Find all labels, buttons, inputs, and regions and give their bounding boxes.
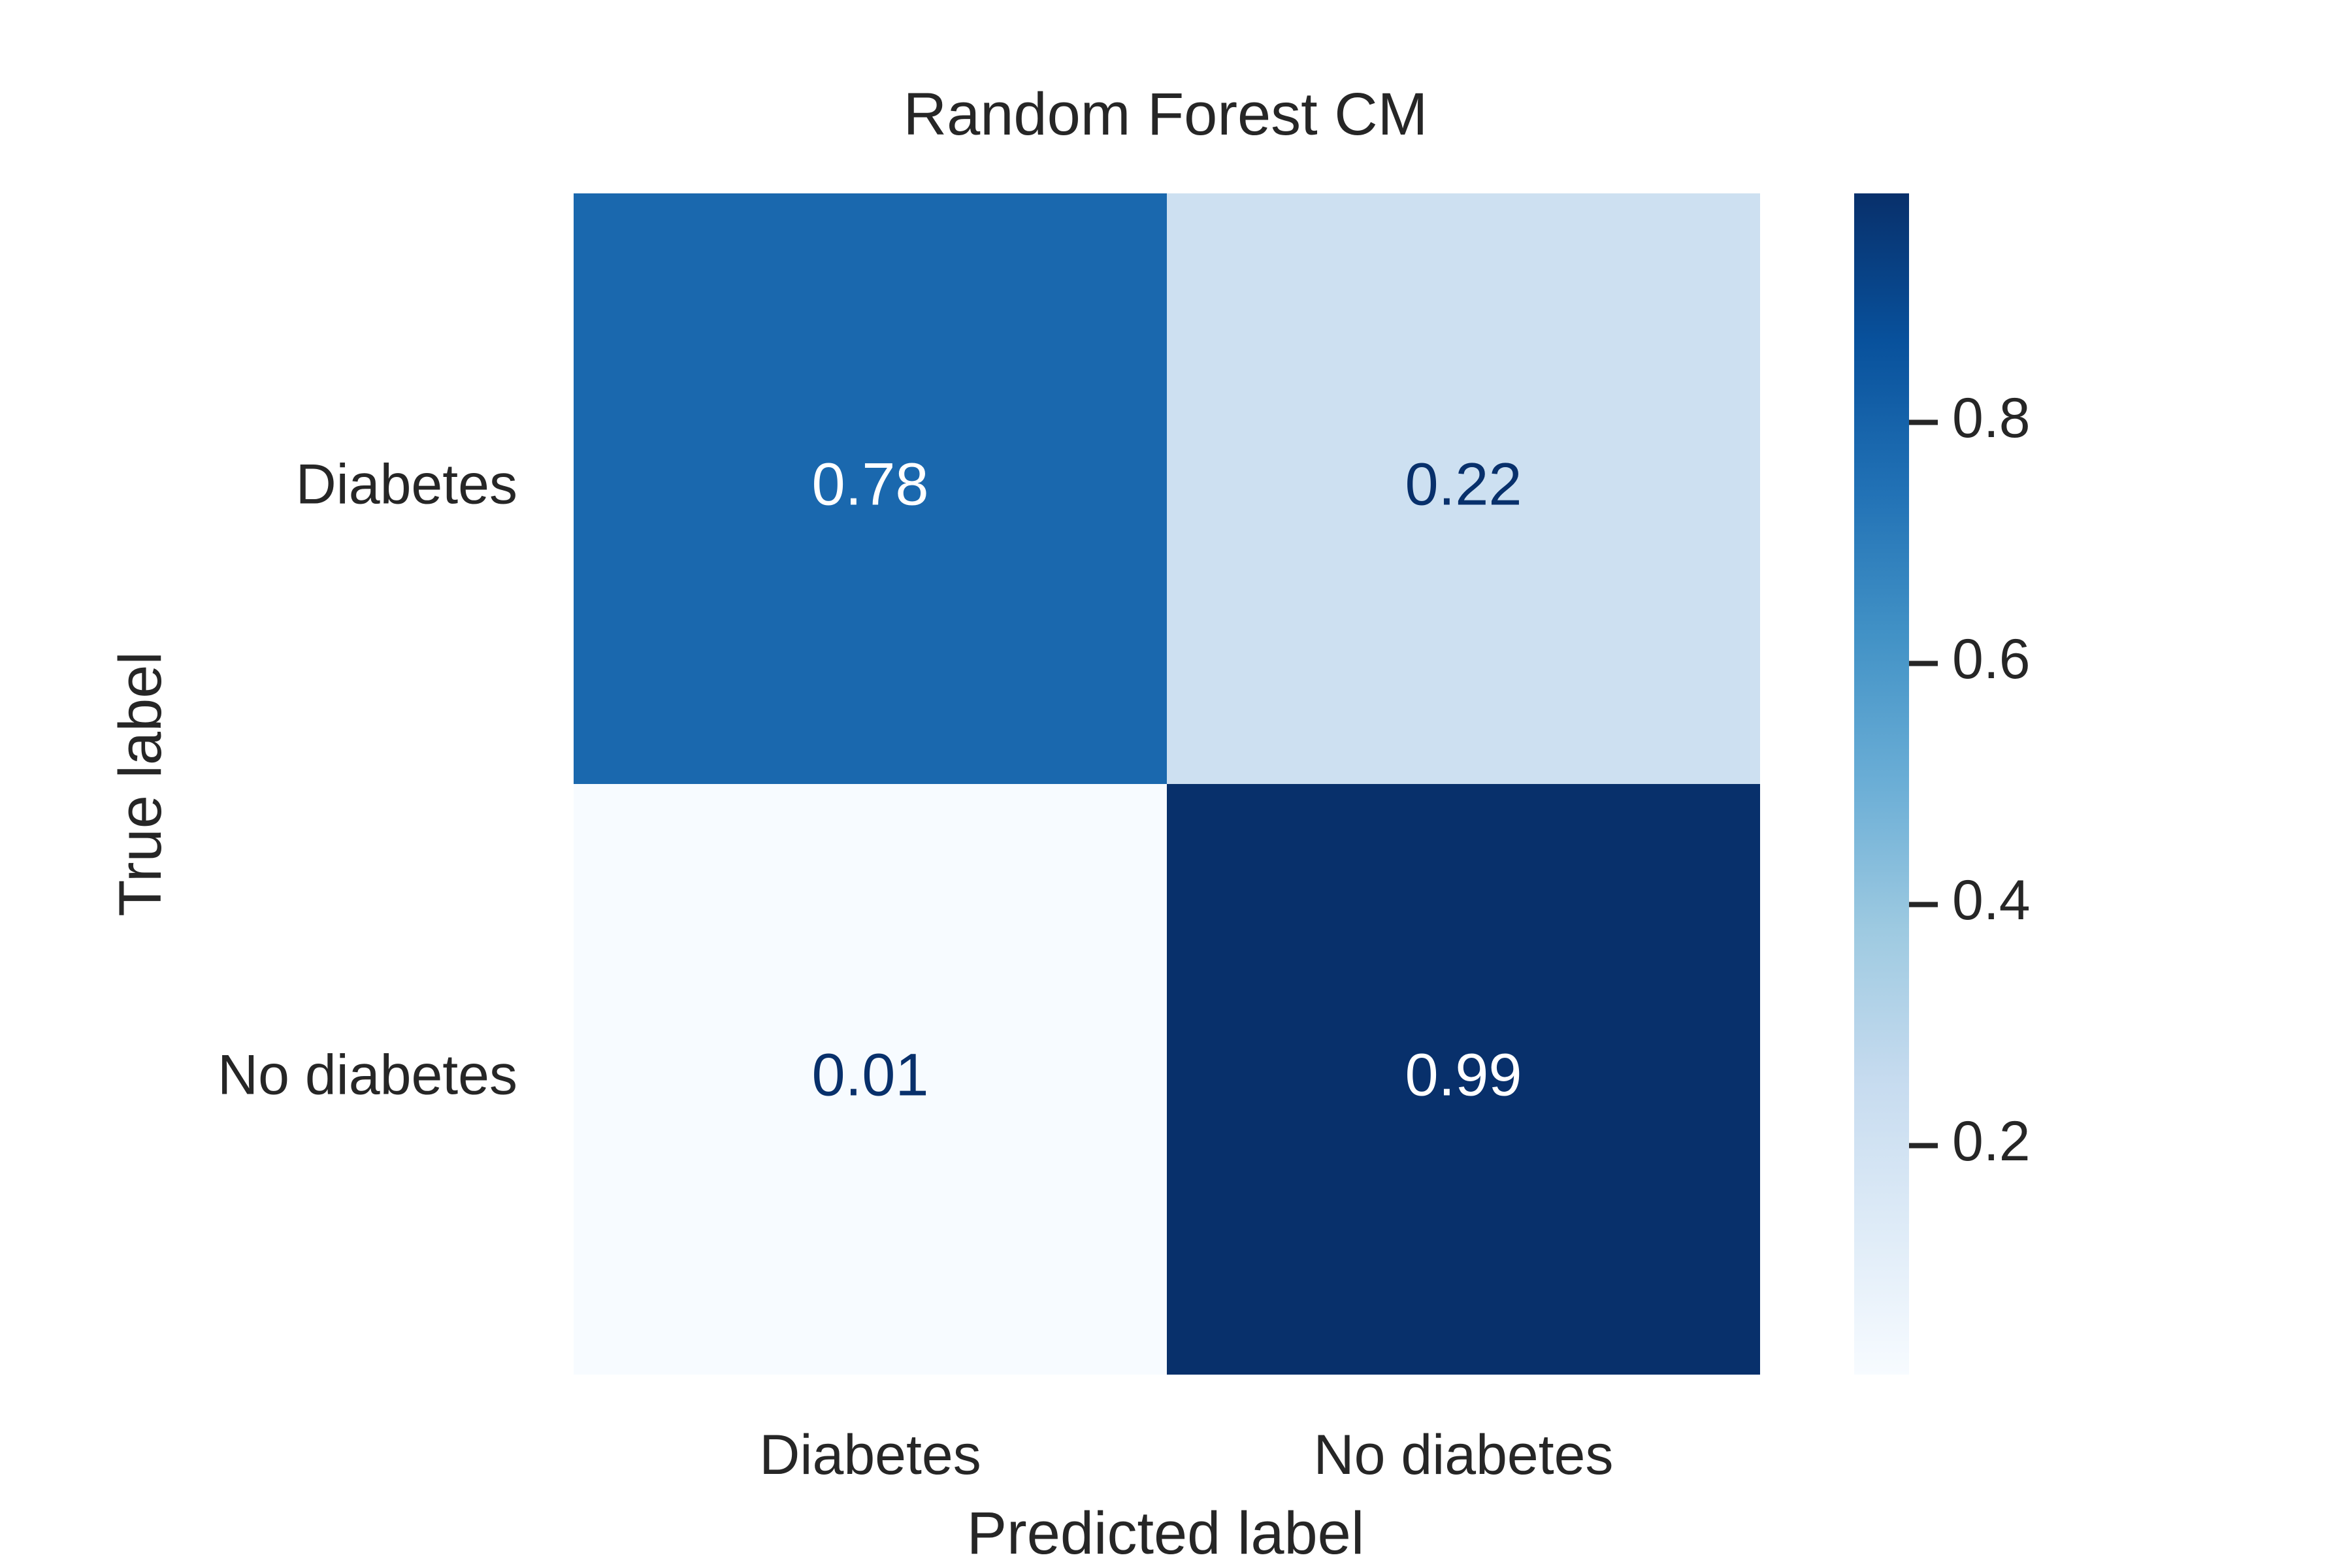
cell-value-label-0-1: 0.22 [1405,451,1522,517]
y-axis-label: True label [107,651,174,917]
x-tick-labels: Diabetes No diabetes [759,1424,1613,1486]
cell-value-labels: 0.78 0.22 0.01 0.99 [811,451,1522,1108]
heatmap-cell-0-1 [1167,193,1760,784]
heatmap-cell-0-0 [574,193,1167,784]
colorbar-ticks: 0.2 0.4 0.6 0.8 [1909,387,2031,1173]
x-tick-label-1: No diabetes [1314,1424,1614,1486]
colorbar-tick-label-0: 0.2 [1952,1110,2031,1173]
y-tick-labels: Diabetes No diabetes [218,453,517,1107]
x-axis-label: Predicted label [967,1500,1365,1567]
chart-title: Random Forest CM [904,81,1428,148]
y-tick-label-1: No diabetes [218,1044,517,1107]
colorbar [1854,193,1909,1375]
x-tick-label-0: Diabetes [759,1424,981,1486]
colorbar-tick-label-2: 0.6 [1952,628,2031,691]
cell-value-label-1-1: 0.99 [1405,1041,1522,1108]
y-tick-label-0: Diabetes [296,453,517,516]
colorbar-tick-label-1: 0.4 [1952,869,2031,932]
heatmap-cells [574,193,1760,1375]
cell-value-label-0-0: 0.78 [811,451,928,517]
heatmap-cell-1-1 [1167,784,1760,1375]
cell-value-label-1-0: 0.01 [811,1041,928,1108]
heatmap-cell-1-0 [574,784,1167,1375]
colorbar-tick-label-3: 0.8 [1952,387,2031,449]
